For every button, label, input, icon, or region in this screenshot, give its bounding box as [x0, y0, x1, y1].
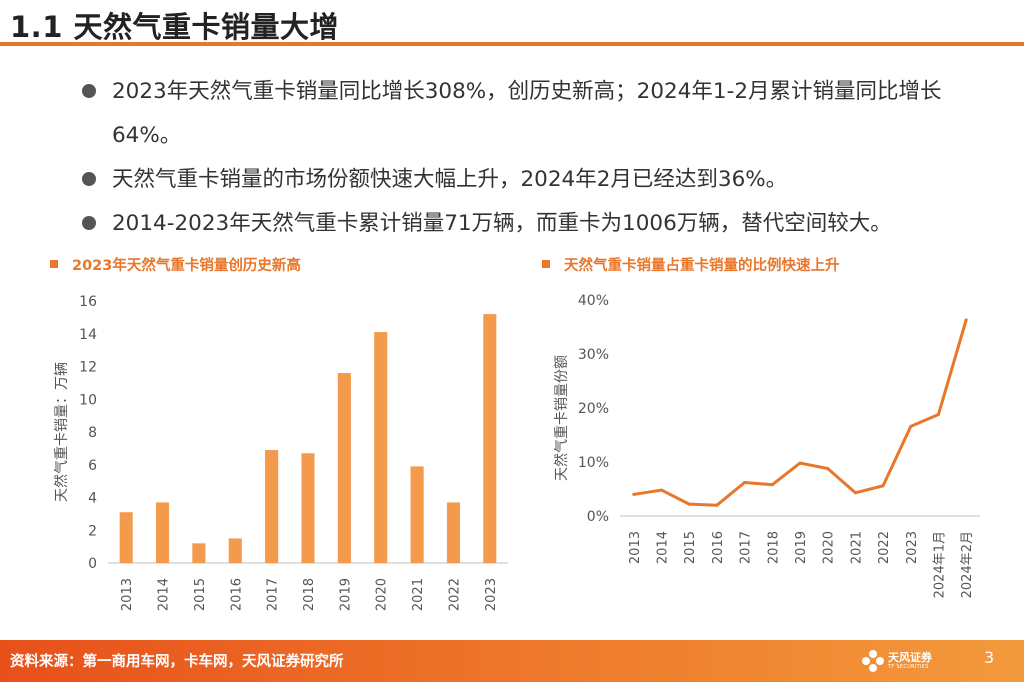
bar-2016 — [228, 538, 242, 563]
bullet-text-3: 2014-2023年天然气重卡累计销量71万辆，而重卡为1006万辆，替代空间较… — [112, 211, 892, 236]
data-point-2022 — [881, 484, 885, 488]
x-tick-label: 2024年2月 — [960, 531, 975, 598]
bullet-dot-icon — [82, 84, 96, 98]
y-tick-label: 4 — [88, 491, 97, 507]
bullet-item-2: 天然气重卡销量的市场份额快速大幅上升，2024年2月已经达到36%。 — [82, 158, 1002, 202]
line-chart: 0% 10% 20% 30% 40% 2013 2014 2015 2016 2017 2018 20… — [553, 293, 980, 598]
bar-2017 — [265, 450, 279, 563]
bar-2015 — [192, 543, 206, 563]
data-point-2024年1月 — [936, 412, 940, 416]
title-divider — [0, 42, 1024, 46]
bar-2018 — [301, 453, 315, 563]
bullet-text-1: 2023年天然气重卡销量同比增长308%，创历史新高；2024年1-2月累计销量… — [112, 79, 942, 148]
bar-2019 — [337, 373, 351, 563]
data-point-2019 — [798, 461, 802, 465]
y-tick-label: 10 — [79, 392, 97, 408]
square-bullet-icon — [542, 260, 550, 268]
data-point-2021 — [853, 491, 857, 495]
x-tick-label: 2022 — [877, 531, 892, 564]
bar-2013 — [119, 512, 133, 563]
line-chart-title-text: 天然气重卡销量占重卡销量的比例快速上升 — [564, 258, 840, 274]
y-tick-label: 0% — [587, 509, 609, 525]
x-tick-label: 2019 — [338, 578, 353, 611]
bullet-list: 2023年天然气重卡销量同比增长308%，创历史新高；2024年1-2月累计销量… — [82, 70, 1002, 246]
y-tick-label: 20% — [578, 401, 609, 417]
x-tick-label: 2017 — [266, 578, 281, 611]
bar-chart-title-text: 2023年天然气重卡销量创历史新高 — [72, 258, 301, 274]
bar-chart-title: 2023年天然气重卡销量创历史新高 — [50, 254, 301, 275]
x-tick-label: 2022 — [447, 578, 462, 611]
bar-chart: 0 2 4 6 8 10 12 14 16 2013 2014 2015 2016 2017 2018 201… — [53, 294, 508, 611]
source-note: 资料来源：第一商用车网，卡车网，天风证券研究所 — [10, 654, 344, 670]
flower-logo-icon — [862, 650, 884, 672]
y-tick-label: 10% — [578, 455, 609, 471]
y-tick-label: 6 — [88, 458, 97, 474]
x-tick-label: 2018 — [766, 531, 781, 564]
x-tick-label: 2016 — [229, 578, 244, 611]
bar-2014 — [156, 502, 170, 563]
x-tick-label: 2019 — [794, 531, 809, 564]
x-tick-label: 2021 — [411, 578, 426, 611]
square-bullet-icon — [50, 260, 58, 268]
y-tick-label: 8 — [88, 425, 97, 441]
x-tick-label: 2023 — [484, 578, 499, 611]
x-tick-label: 2023 — [905, 531, 920, 564]
logo-name-cn: 天风证券 — [888, 651, 932, 664]
x-tick-label: 2020 — [375, 578, 390, 611]
x-tick-label: 2016 — [711, 531, 726, 564]
x-tick-label: 2013 — [628, 531, 643, 564]
data-point-2018 — [770, 483, 774, 487]
x-tick-label: 2017 — [739, 531, 754, 564]
data-point-2015 — [687, 502, 691, 506]
page-title: 1.1 天然气重卡销量大增 — [10, 10, 339, 44]
y-tick-label: 2 — [88, 523, 97, 539]
bar-2022 — [446, 502, 460, 563]
x-tick-label: 2013 — [120, 578, 135, 611]
bar-2020 — [374, 332, 388, 563]
data-point-2024年2月 — [964, 318, 968, 322]
bullet-dot-icon — [82, 216, 96, 230]
footer-bar: 资料来源：第一商用车网，卡车网，天风证券研究所 天风证券 TF SECURITI… — [0, 640, 1024, 682]
bar-2021 — [410, 466, 424, 563]
data-point-2020 — [826, 466, 830, 470]
x-tick-label: 2024年1月 — [932, 531, 947, 598]
page-number: 3 — [984, 648, 995, 667]
y-tick-label: 14 — [79, 327, 97, 343]
y-tick-label: 16 — [79, 294, 97, 310]
y-tick-label: 30% — [578, 347, 609, 363]
bullet-dot-icon — [82, 172, 96, 186]
data-point-2013 — [632, 492, 636, 496]
data-point-2014 — [660, 488, 664, 492]
line-chart-title: 天然气重卡销量占重卡销量的比例快速上升 — [542, 254, 840, 275]
x-tick-label: 2015 — [683, 531, 698, 564]
bullet-item-3: 2014-2023年天然气重卡累计销量71万辆，而重卡为1006万辆，替代空间较… — [82, 202, 1002, 246]
y-axis-label: 天然气重卡销量份额 — [553, 355, 570, 481]
data-point-2023 — [909, 424, 913, 428]
data-point-2017 — [743, 481, 747, 485]
x-tick-label: 2020 — [822, 531, 837, 564]
bar-2023 — [483, 314, 497, 563]
x-tick-label: 2014 — [157, 578, 172, 611]
share-line-series — [632, 318, 968, 507]
y-tick-label: 40% — [578, 293, 609, 309]
x-tick-label: 2014 — [656, 531, 671, 564]
y-axis-label: 天然气重卡销量：万辆 — [53, 362, 70, 502]
x-tick-label: 2015 — [193, 578, 208, 611]
y-tick-label: 12 — [79, 360, 97, 376]
bullet-item-1: 2023年天然气重卡销量同比增长308%，创历史新高；2024年1-2月累计销量… — [82, 70, 1002, 158]
bullet-text-2: 天然气重卡销量的市场份额快速大幅上升，2024年2月已经达到36%。 — [112, 167, 788, 192]
x-tick-label: 2018 — [302, 578, 317, 611]
y-tick-label: 0 — [88, 556, 97, 572]
logo-name-en: TF SECURITIES — [888, 664, 929, 670]
data-point-2016 — [715, 503, 719, 507]
company-logo: 天风证券 TF SECURITIES — [862, 646, 932, 676]
x-tick-label: 2021 — [849, 531, 864, 564]
